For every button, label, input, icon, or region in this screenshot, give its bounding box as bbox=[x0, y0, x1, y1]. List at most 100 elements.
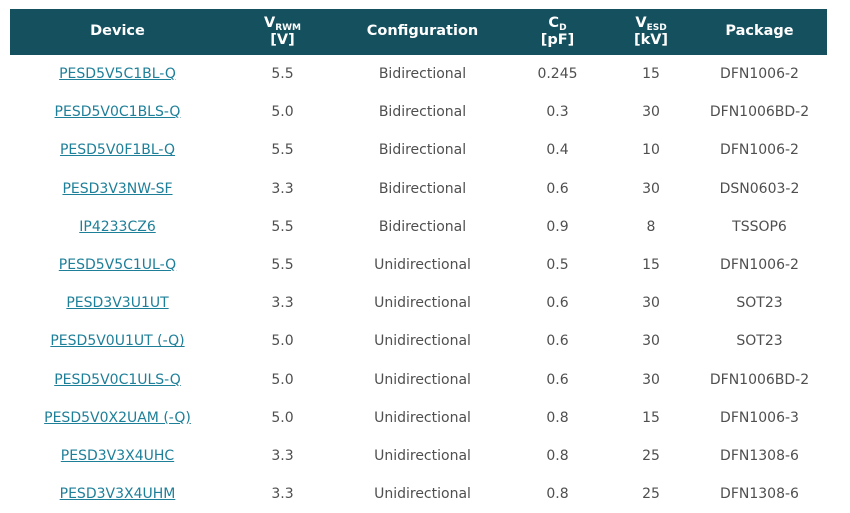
vesd-cell: 8 bbox=[646, 218, 656, 235]
package-cell: DFN1006BD-2 bbox=[709, 371, 810, 388]
device-cell: PESD3V3X4UHM bbox=[10, 475, 225, 513]
package-cell: DFN1006BD-2 bbox=[709, 104, 810, 121]
vrwm-cell: 3.3 bbox=[271, 180, 294, 197]
column-header-package: Package bbox=[692, 9, 827, 55]
configuration-cell: Bidirectional bbox=[378, 142, 467, 159]
vesd-cell: 30 bbox=[642, 371, 660, 388]
device-link[interactable]: PESD5V0X2UAM (-Q) bbox=[44, 409, 191, 426]
configuration-cell: Unidirectional bbox=[374, 447, 471, 464]
device-cell: PESD3V3X4UHC bbox=[10, 437, 225, 475]
configuration-cell: Bidirectional bbox=[378, 104, 467, 121]
vesd-cell: 15 bbox=[642, 257, 660, 274]
device-cell: IP4233CZ6 bbox=[10, 208, 225, 246]
device-cell: PESD5V0X2UAM (-Q) bbox=[10, 399, 225, 437]
configuration-cell: Unidirectional bbox=[374, 295, 471, 312]
table-row: PESD5V0U1UT (-Q) 5.0 Unidirectional 0.6 … bbox=[10, 322, 827, 360]
table-row: PESD3V3NW-SF 3.3 Bidirectional 0.6 30 DS… bbox=[10, 170, 827, 208]
device-link[interactable]: PESD3V3X4UHC bbox=[60, 447, 175, 464]
vesd-cell: 30 bbox=[642, 295, 660, 312]
cd-cell: 0.6 bbox=[546, 295, 569, 312]
configuration-cell: Unidirectional bbox=[374, 257, 471, 274]
vrwm-cell: 5.0 bbox=[271, 371, 294, 388]
table-header: Device VRWM [V] Configuration CD [pF] VESD… bbox=[10, 9, 827, 55]
device-cell: PESD5V0U1UT (-Q) bbox=[10, 322, 225, 360]
cd-cell: 0.4 bbox=[546, 142, 569, 159]
device-link[interactable]: PESD5V0U1UT (-Q) bbox=[50, 333, 185, 350]
vesd-cell: 30 bbox=[642, 333, 660, 350]
device-link[interactable]: PESD5V5C1UL-Q bbox=[58, 257, 177, 274]
cd-cell: 0.6 bbox=[546, 371, 569, 388]
device-cell: PESD3V3U1UT bbox=[10, 284, 225, 322]
package-cell: DFN1006-2 bbox=[720, 142, 799, 159]
vrwm-cell: 5.0 bbox=[271, 409, 294, 426]
package-cell: SOT23 bbox=[736, 295, 783, 312]
cd-cell: 0.6 bbox=[546, 180, 569, 197]
device-link[interactable]: PESD3V3X4UHM bbox=[59, 486, 176, 503]
vesd-cell: 25 bbox=[642, 447, 660, 464]
table-row: PESD3V3X4UHC 3.3 Unidirectional 0.8 25 D… bbox=[10, 437, 827, 475]
device-link[interactable]: PESD5V0C1ULS-Q bbox=[54, 371, 181, 388]
vrwm-cell: 3.3 bbox=[271, 447, 294, 464]
configuration-cell: Unidirectional bbox=[374, 333, 471, 350]
package-cell: DFN1308-6 bbox=[720, 486, 799, 503]
table-row: PESD5V0F1BL-Q 5.5 Bidirectional 0.4 10 D… bbox=[10, 131, 827, 169]
table-row: PESD3V3U1UT 3.3 Unidirectional 0.6 30 SO… bbox=[10, 284, 827, 322]
package-cell: DFN1308-6 bbox=[720, 447, 799, 464]
package-cell: DSN0603-2 bbox=[719, 180, 800, 197]
vrwm-cell: 3.3 bbox=[271, 295, 294, 312]
package-cell: DFN1006-2 bbox=[720, 257, 799, 274]
configuration-cell: Unidirectional bbox=[374, 371, 471, 388]
device-cell: PESD5V0C1BLS-Q bbox=[10, 93, 225, 131]
cd-cell: 0.8 bbox=[546, 486, 569, 503]
vesd-cell: 15 bbox=[642, 66, 660, 83]
device-cell: PESD3V3NW-SF bbox=[10, 170, 225, 208]
configuration-cell: Bidirectional bbox=[378, 66, 467, 83]
cd-cell: 0.3 bbox=[546, 104, 569, 121]
cd-cell: 0.245 bbox=[537, 66, 578, 83]
device-link[interactable]: PESD3V3U1UT bbox=[66, 295, 169, 312]
vesd-cell: 10 bbox=[642, 142, 660, 159]
cd-cell: 0.5 bbox=[546, 257, 569, 274]
table-row: IP4233CZ6 5.5 Bidirectional 0.9 8 TSSOP6 bbox=[10, 208, 827, 246]
cd-cell: 0.6 bbox=[546, 333, 569, 350]
cd-cell: 0.8 bbox=[546, 447, 569, 464]
vesd-cell: 30 bbox=[642, 180, 660, 197]
vesd-cell: 25 bbox=[642, 486, 660, 503]
package-cell: DFN1006-3 bbox=[720, 409, 799, 426]
vrwm-cell: 3.3 bbox=[271, 486, 294, 503]
device-link[interactable]: PESD5V0C1BLS-Q bbox=[54, 104, 181, 121]
table-row: PESD5V0X2UAM (-Q) 5.0 Unidirectional 0.8… bbox=[10, 399, 827, 437]
cd-cell: 0.9 bbox=[546, 218, 569, 235]
vrwm-cell: 5.5 bbox=[271, 218, 294, 235]
device-link[interactable]: PESD3V3NW-SF bbox=[62, 180, 173, 197]
column-header-vrwm: VRWM [V] bbox=[225, 9, 340, 55]
vrwm-cell: 5.5 bbox=[271, 142, 294, 159]
column-header-device: Device bbox=[10, 9, 225, 55]
device-cell: PESD5V0C1ULS-Q bbox=[10, 361, 225, 399]
configuration-cell: Unidirectional bbox=[374, 486, 471, 503]
table-body: PESD5V5C1BL-Q 5.5 Bidirectional 0.245 15… bbox=[10, 55, 827, 513]
configuration-cell: Unidirectional bbox=[374, 409, 471, 426]
column-header-configuration: Configuration bbox=[340, 9, 505, 55]
device-link[interactable]: PESD5V0F1BL-Q bbox=[59, 142, 176, 159]
vesd-cell: 15 bbox=[642, 409, 660, 426]
table-row: PESD5V0C1ULS-Q 5.0 Unidirectional 0.6 30… bbox=[10, 361, 827, 399]
table-row: PESD3V3X4UHM 3.3 Unidirectional 0.8 25 D… bbox=[10, 475, 827, 513]
vrwm-cell: 5.5 bbox=[271, 257, 294, 274]
vesd-cell: 30 bbox=[642, 104, 660, 121]
device-cell: PESD5V0F1BL-Q bbox=[10, 131, 225, 169]
column-header-vesd: VESD [kV] bbox=[610, 9, 692, 55]
device-link[interactable]: PESD5V5C1BL-Q bbox=[59, 66, 176, 83]
device-selection-table: Device VRWM [V] Configuration CD [pF] VESD… bbox=[10, 9, 827, 513]
package-cell: DFN1006-2 bbox=[720, 66, 799, 83]
vrwm-cell: 5.5 bbox=[271, 66, 294, 83]
table-row: PESD5V0C1BLS-Q 5.0 Bidirectional 0.3 30 … bbox=[10, 93, 827, 131]
configuration-cell: Bidirectional bbox=[378, 218, 467, 235]
device-link[interactable]: IP4233CZ6 bbox=[79, 218, 156, 235]
configuration-cell: Bidirectional bbox=[378, 180, 467, 197]
vrwm-cell: 5.0 bbox=[271, 104, 294, 121]
table-row: PESD5V5C1BL-Q 5.5 Bidirectional 0.245 15… bbox=[10, 55, 827, 93]
device-cell: PESD5V5C1UL-Q bbox=[10, 246, 225, 284]
header-row: Device VRWM [V] Configuration CD [pF] VESD… bbox=[10, 9, 827, 55]
